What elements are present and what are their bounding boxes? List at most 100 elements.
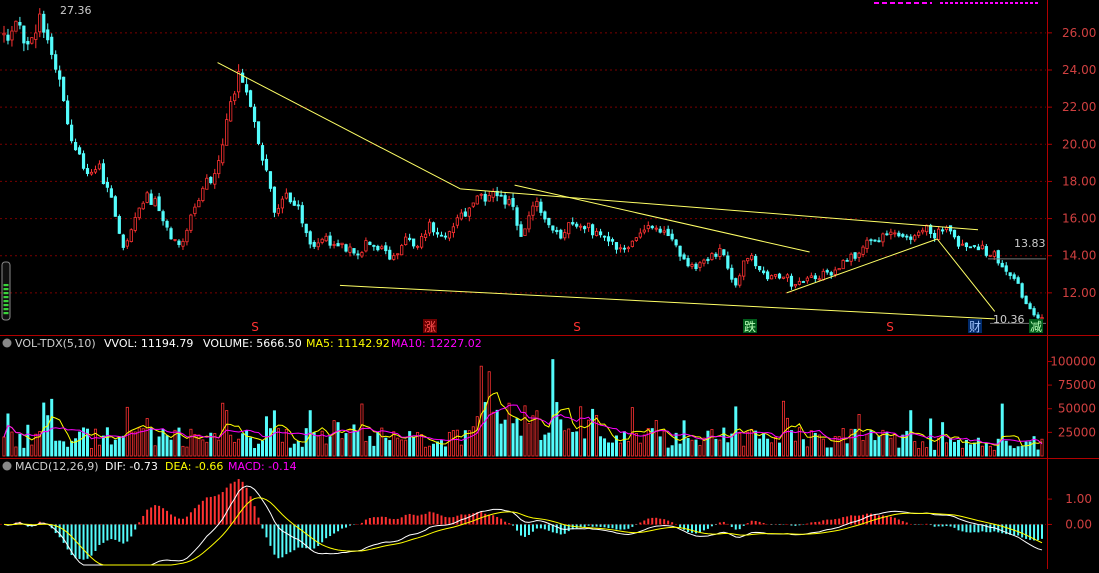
candle-body — [913, 235, 917, 241]
candle-body — [881, 233, 885, 243]
vol-title: VOL-TDX(5,10) — [15, 337, 96, 350]
volume-bar — [189, 428, 193, 457]
candle-body — [590, 224, 595, 236]
volume-bar — [324, 443, 328, 457]
zoom-slider-track[interactable] — [1, 261, 11, 321]
candle-body — [1028, 303, 1032, 310]
volume-bar — [288, 447, 292, 457]
price-y-ticks: 12.00 14.00 16.00 18.00 20.00 22.00 24.00 26.00 — [1047, 26, 1096, 300]
volume-bar — [420, 434, 424, 457]
pattern-mark-5: S — [886, 320, 894, 334]
candle-body — [571, 222, 575, 225]
candle-body — [165, 220, 169, 228]
volume-panel-collapse-icon[interactable] — [2, 338, 12, 348]
volume-bar — [328, 436, 332, 457]
volume-bar — [785, 417, 789, 457]
volume-bar — [424, 446, 428, 457]
candle-body — [129, 229, 133, 242]
volume-bar — [845, 443, 849, 457]
candle-body — [519, 224, 523, 237]
candle-body — [821, 270, 825, 281]
candle-body — [1004, 265, 1008, 272]
candle-body — [225, 119, 229, 146]
volume-bar — [1000, 403, 1004, 457]
volume-bar — [435, 441, 439, 457]
volume-bar — [169, 439, 173, 457]
candle-body — [738, 275, 742, 286]
candle-body — [817, 278, 821, 281]
volume-bar — [949, 437, 953, 457]
price-labels: 27.36 13.83 10.36 — [60, 4, 1046, 326]
volume-bar — [599, 436, 603, 457]
candle-body — [46, 29, 50, 41]
candle-body — [861, 246, 865, 255]
volume-bar — [292, 443, 296, 457]
volume-bar — [105, 427, 109, 457]
candle-body — [801, 281, 805, 283]
candle-body — [511, 198, 515, 207]
volume-bar — [1024, 441, 1028, 457]
volume-bar — [396, 437, 400, 457]
volume-bar — [833, 436, 837, 457]
candle-body — [217, 160, 221, 175]
volume-bar — [821, 438, 825, 457]
candle-body — [793, 284, 798, 287]
trendline — [514, 184, 810, 253]
candle-body — [674, 239, 678, 246]
candle-body — [109, 188, 113, 198]
volume-bar — [217, 439, 221, 457]
candle-body — [777, 273, 782, 279]
candle-body — [869, 239, 873, 242]
volume-bar — [46, 415, 50, 457]
macd-panel[interactable] — [0, 479, 1046, 566]
volume-bar — [531, 415, 535, 457]
candle-body — [248, 90, 253, 107]
volume-bar — [730, 433, 734, 457]
candle-body — [658, 228, 662, 233]
volume-bar — [650, 428, 654, 457]
zoom-slider[interactable] — [1, 261, 11, 321]
candle-body — [340, 242, 344, 245]
volume-bar — [666, 447, 670, 457]
candle-body — [416, 245, 420, 248]
candle-body — [288, 192, 292, 203]
volume-bar — [929, 418, 933, 457]
volume-bar — [547, 432, 551, 457]
candle-body — [956, 236, 961, 247]
volume-bar — [185, 446, 189, 457]
volume-bar — [762, 433, 766, 457]
candle-body — [650, 225, 654, 229]
candle-body — [181, 240, 185, 247]
candle-body — [268, 171, 273, 189]
candle-body — [229, 101, 233, 122]
volume-bar — [451, 430, 455, 457]
volume-bar — [229, 434, 233, 457]
candle-body — [1012, 274, 1016, 279]
volume-bar — [416, 431, 420, 457]
volume-bar — [960, 447, 964, 457]
volume-bar — [726, 442, 730, 457]
candle-body — [714, 253, 718, 257]
volume-bar — [165, 435, 169, 457]
volume-bar — [670, 445, 674, 457]
candle-body — [427, 221, 432, 234]
volume-bar — [1016, 446, 1020, 457]
volume-bar — [86, 428, 90, 457]
volume-bar — [658, 436, 662, 457]
volume-bar — [980, 445, 984, 457]
candle-body — [197, 200, 201, 208]
volume-bar — [543, 434, 547, 457]
volume-bar — [654, 420, 658, 457]
price-panel[interactable] — [2, 8, 1044, 323]
candle-body — [622, 247, 627, 250]
volume-bar — [968, 444, 972, 457]
macd-panel-collapse-icon[interactable] — [2, 461, 12, 471]
candle-body — [145, 192, 149, 203]
candle-body — [6, 34, 10, 41]
volume-panel[interactable] — [2, 359, 1044, 457]
volume-bar — [559, 419, 563, 457]
volume-bar — [610, 442, 614, 457]
